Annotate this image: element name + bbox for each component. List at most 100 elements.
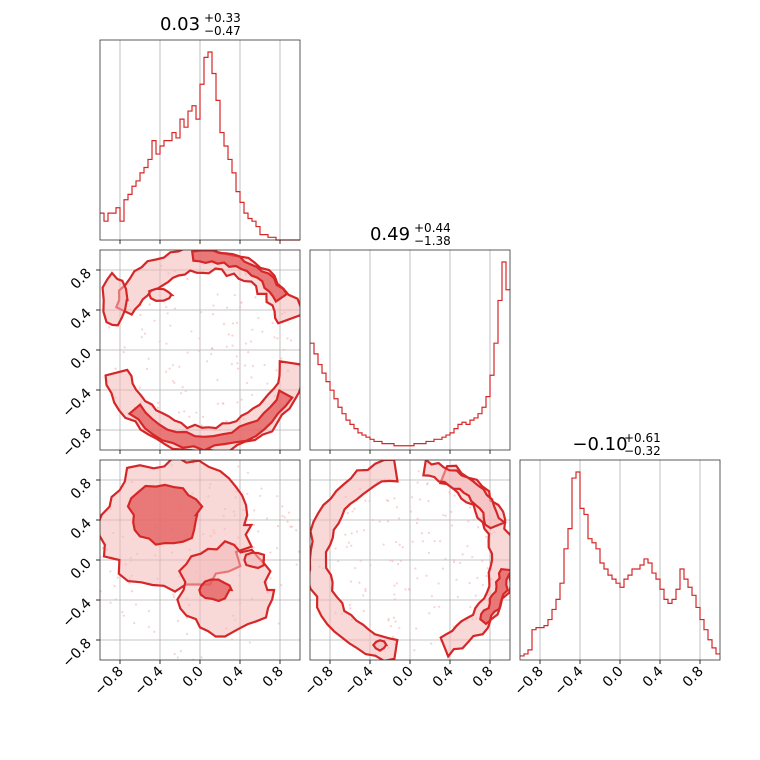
scatter-point — [393, 593, 396, 596]
scatter-point — [236, 362, 239, 365]
scatter-point — [133, 622, 136, 625]
scatter-point — [350, 544, 353, 547]
scatter-point — [395, 582, 398, 585]
scatter-point — [467, 520, 470, 523]
title-err-minus-2: −0.32 — [624, 444, 661, 458]
scatter-point — [411, 540, 414, 543]
contour-right-line-outer — [438, 464, 510, 659]
scatter-point — [350, 532, 353, 535]
scatter-point — [265, 517, 269, 520]
scatter-point — [147, 609, 150, 613]
scatter-point — [444, 514, 447, 517]
x-tick-label: −0.8 — [511, 664, 546, 699]
scatter-point — [368, 499, 371, 503]
title-param-2: −0.10 — [572, 434, 627, 455]
scatter-point — [257, 316, 260, 320]
scatter-point — [389, 625, 392, 628]
scatter-point — [371, 518, 374, 522]
contour-layer — [310, 460, 510, 660]
scatter-point — [461, 553, 464, 556]
scatter-point — [396, 563, 400, 566]
contour-islet-line-outer — [148, 287, 175, 303]
scatter-point — [382, 543, 385, 546]
scatter-point — [177, 411, 181, 414]
scatter-point — [222, 402, 225, 405]
contour-layer — [101, 250, 300, 450]
scatter-point — [273, 336, 276, 339]
scatter-point — [418, 498, 421, 501]
scatter-point — [109, 601, 112, 604]
contour-islet-line-outer — [243, 551, 265, 570]
scatter-point — [156, 406, 159, 409]
scatter-point — [416, 517, 419, 520]
scatter-point — [386, 520, 390, 523]
scatter-point — [153, 319, 156, 322]
scatter-point — [244, 342, 247, 345]
scatter-point — [411, 496, 414, 499]
scatter-point — [430, 595, 433, 598]
scatter-point — [246, 471, 249, 474]
y-tick-label: −0.4 — [59, 595, 94, 630]
scatter-point — [250, 376, 253, 379]
title-err-minus-1: −1.38 — [414, 234, 451, 248]
scatter-point — [179, 649, 182, 653]
panel-1-0: −0.8 −0.4 0.0 0.4 0.8 — [59, 249, 301, 461]
scatter-point — [468, 581, 471, 585]
scatter-point — [116, 576, 119, 579]
scatter-point — [269, 551, 272, 554]
contour-main-fill-inner — [128, 484, 203, 545]
scatter-point — [211, 313, 215, 316]
scatter-point — [351, 510, 354, 513]
scatter-point — [114, 367, 117, 370]
title-param-1: 0.49 — [370, 224, 410, 245]
scatter-point — [186, 632, 189, 636]
panel-2-2: −0.8 −0.4 0.0 0.4 0.8 — [511, 459, 721, 699]
scatter-point — [240, 398, 243, 401]
scatter-point — [469, 605, 472, 609]
scatter-point — [472, 518, 475, 521]
scatter-point — [387, 499, 390, 503]
scatter-point — [453, 494, 456, 497]
scatter-point — [186, 351, 189, 354]
contour-top-line-outer — [422, 460, 507, 530]
y-tick-label: −0.4 — [59, 385, 94, 420]
scatter-point — [428, 612, 431, 615]
scatter-point — [235, 321, 239, 324]
scatter-point — [122, 351, 125, 354]
panel-1-1 — [309, 249, 511, 454]
scatter-point — [359, 559, 362, 562]
scatter-point — [430, 642, 433, 645]
scatter-point — [231, 344, 234, 347]
scatter-point — [281, 514, 284, 518]
scatter-point — [276, 547, 279, 550]
scatter-point — [349, 607, 352, 610]
scatter-point — [298, 550, 300, 553]
contour-left-line-outer — [310, 460, 399, 660]
scatter-point — [355, 530, 359, 533]
scatter-point — [261, 330, 264, 333]
scatter-point — [239, 302, 242, 305]
scatter-point — [173, 652, 176, 656]
scatter-point — [269, 577, 272, 580]
scatter-point — [364, 587, 367, 591]
scatter-point — [283, 516, 286, 519]
y-tick-label: −0.8 — [59, 426, 94, 461]
scatter-point — [474, 594, 477, 597]
scatter-point — [398, 543, 401, 546]
scatter-point — [276, 337, 279, 340]
scatter-point — [369, 564, 372, 567]
scatter-point — [201, 415, 205, 418]
scatter-point — [121, 610, 124, 614]
scatter-point — [140, 336, 143, 339]
x-tick-label: −0.4 — [131, 663, 166, 698]
scatter-point — [173, 381, 176, 385]
scatter-point — [425, 574, 428, 577]
scatter-point — [180, 392, 183, 395]
scatter-point — [181, 386, 184, 389]
x-tick-label: 0.8 — [470, 664, 497, 691]
scatter-point — [198, 349, 201, 353]
scatter-point — [188, 415, 191, 418]
scatter-point — [184, 389, 187, 393]
scatter-point — [230, 363, 234, 366]
scatter-point — [346, 511, 350, 515]
